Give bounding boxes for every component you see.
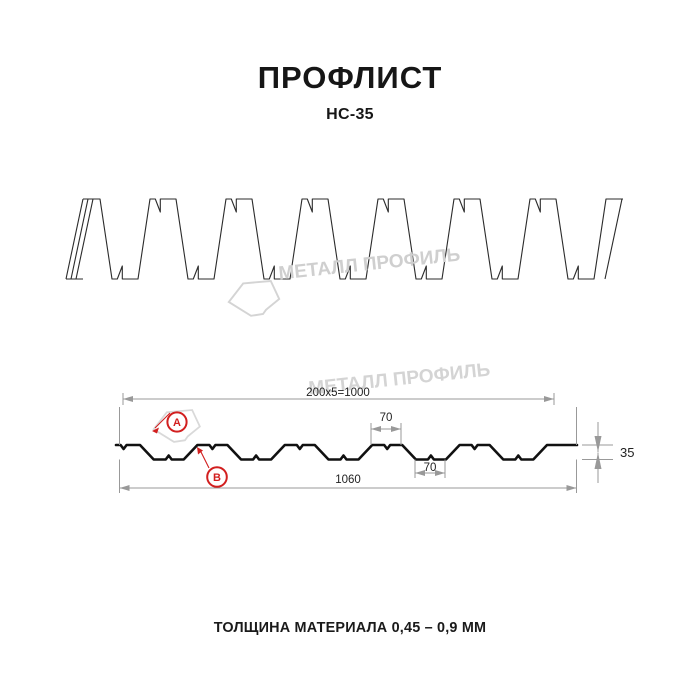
svg-text:35: 35 bbox=[620, 445, 634, 460]
svg-text:B: B bbox=[213, 472, 221, 484]
svg-text:1060: 1060 bbox=[335, 474, 361, 486]
svg-text:200x5=1000: 200x5=1000 bbox=[306, 387, 370, 399]
svg-text:A: A bbox=[173, 417, 181, 429]
svg-text:70: 70 bbox=[424, 462, 437, 474]
svg-text:70: 70 bbox=[380, 412, 393, 424]
